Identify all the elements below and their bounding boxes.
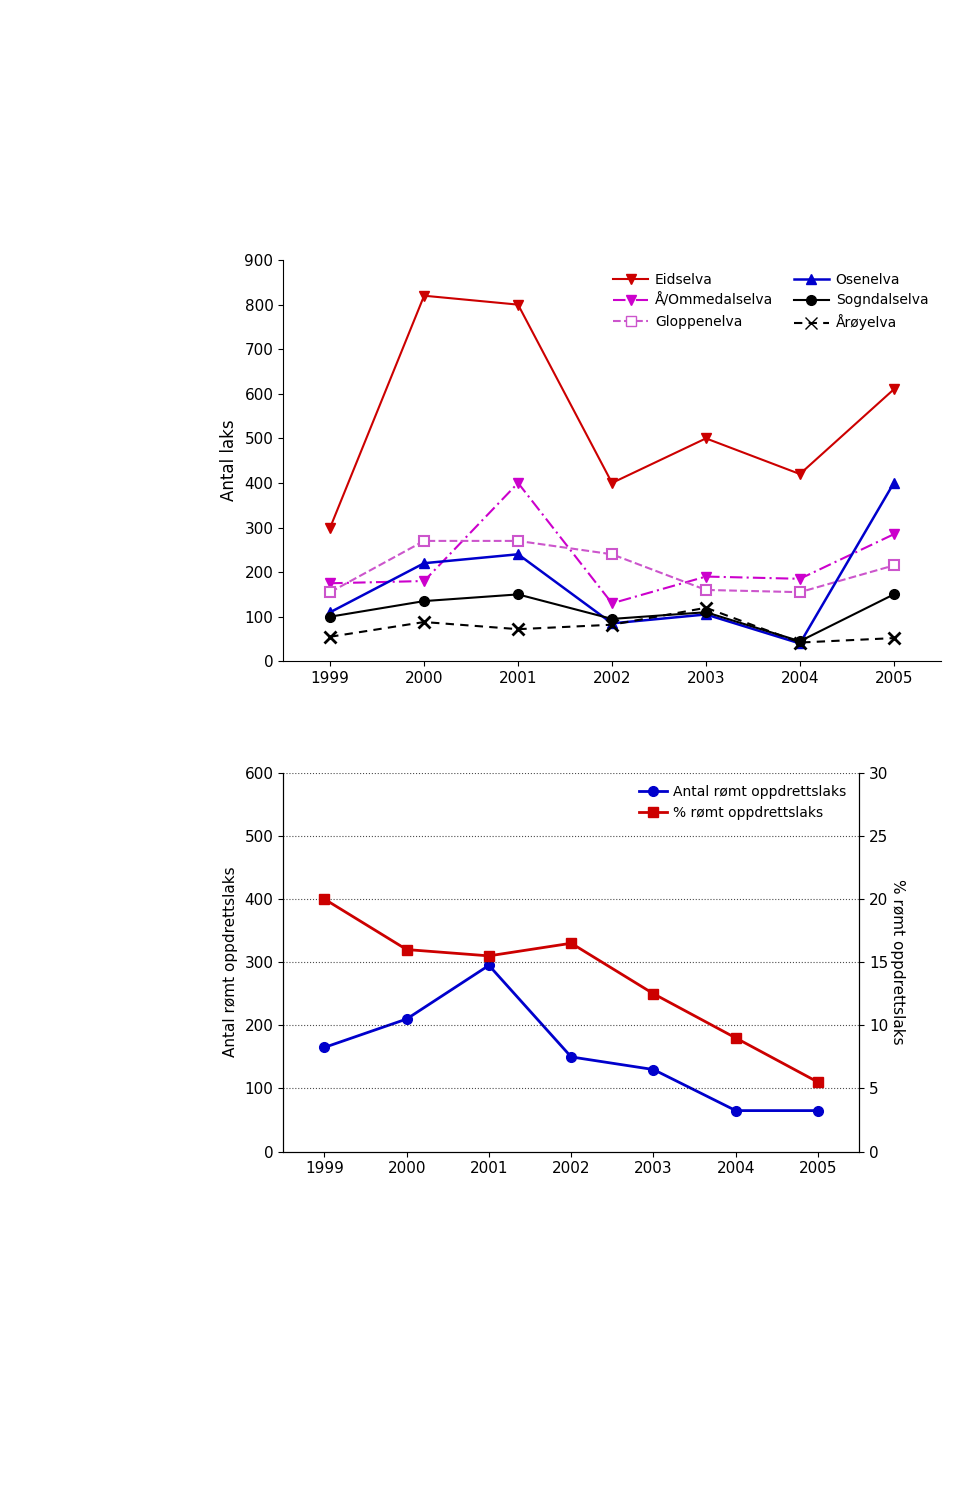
Y-axis label: Antal rømt oppdrettslaks: Antal rømt oppdrettslaks xyxy=(223,866,237,1058)
Legend: Antal rømt oppdrettslaks, % rømt oppdrettslaks: Antal rømt oppdrettslaks, % rømt oppdret… xyxy=(634,780,852,826)
Legend: Eidselva, Å/Ommedalselva, Gloppenelva, Osenelva, Sogndalselva, Årøyelva: Eidselva, Å/Ommedalselva, Gloppenelva, O… xyxy=(608,267,934,336)
Y-axis label: % rømt oppdrettslaks: % rømt oppdrettslaks xyxy=(890,880,905,1045)
Y-axis label: Antal laks: Antal laks xyxy=(220,421,237,501)
